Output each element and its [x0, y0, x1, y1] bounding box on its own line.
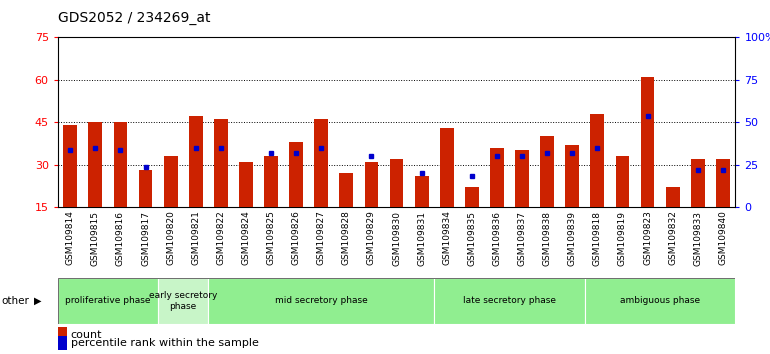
Text: GSM109839: GSM109839	[567, 211, 577, 266]
Text: GSM109825: GSM109825	[266, 211, 276, 266]
Text: ambiguous phase: ambiguous phase	[620, 296, 700, 306]
Text: GSM109815: GSM109815	[91, 211, 100, 266]
Bar	[565, 145, 579, 207]
Text: GSM109823: GSM109823	[643, 211, 652, 266]
Text: mid secretory phase: mid secretory phase	[275, 296, 367, 306]
Text: GSM109817: GSM109817	[141, 211, 150, 266]
Bar	[666, 187, 679, 207]
Bar	[264, 156, 278, 207]
Text: percentile rank within the sample: percentile rank within the sample	[71, 338, 259, 348]
Text: GSM109818: GSM109818	[593, 211, 602, 266]
Bar	[615, 156, 629, 207]
Text: GSM109816: GSM109816	[116, 211, 125, 266]
Bar	[641, 77, 654, 207]
Text: GSM109821: GSM109821	[191, 211, 200, 266]
Bar	[158, 278, 209, 324]
Bar	[214, 119, 228, 207]
Text: GSM109828: GSM109828	[342, 211, 351, 266]
Text: proliferative phase: proliferative phase	[65, 296, 151, 306]
Text: GSM109835: GSM109835	[467, 211, 477, 266]
Bar	[114, 122, 127, 207]
Bar	[584, 278, 735, 324]
Text: GSM109820: GSM109820	[166, 211, 176, 266]
Text: other: other	[2, 296, 29, 306]
Text: GSM109824: GSM109824	[242, 211, 250, 265]
Text: GSM109829: GSM109829	[367, 211, 376, 266]
Text: early secretory
phase: early secretory phase	[149, 291, 217, 310]
Bar	[434, 278, 584, 324]
Text: GSM109814: GSM109814	[65, 211, 75, 266]
Text: GSM109834: GSM109834	[442, 211, 451, 266]
Bar	[716, 159, 730, 207]
Text: GSM109833: GSM109833	[693, 211, 702, 266]
Bar	[164, 156, 178, 207]
Bar	[515, 150, 529, 207]
Bar	[691, 159, 705, 207]
Bar	[415, 176, 429, 207]
Text: GSM109838: GSM109838	[543, 211, 551, 266]
Bar	[591, 114, 604, 207]
Text: GSM109837: GSM109837	[517, 211, 527, 266]
Text: GSM109830: GSM109830	[392, 211, 401, 266]
Text: GSM109819: GSM109819	[618, 211, 627, 266]
Bar	[58, 278, 158, 324]
Bar	[364, 162, 378, 207]
Bar	[465, 187, 479, 207]
Bar	[189, 116, 203, 207]
Bar	[340, 173, 353, 207]
Text: ▶: ▶	[34, 296, 42, 306]
Text: GSM109826: GSM109826	[292, 211, 300, 266]
Bar	[290, 142, 303, 207]
Text: late secretory phase: late secretory phase	[463, 296, 556, 306]
Text: GSM109822: GSM109822	[216, 211, 226, 265]
Bar	[89, 122, 102, 207]
Bar	[209, 278, 434, 324]
Text: GSM109831: GSM109831	[417, 211, 426, 266]
Bar	[63, 125, 77, 207]
Text: GSM109836: GSM109836	[493, 211, 501, 266]
Bar	[490, 148, 504, 207]
Text: GDS2052 / 234269_at: GDS2052 / 234269_at	[58, 11, 210, 25]
Bar	[390, 159, 403, 207]
Bar	[541, 136, 554, 207]
Text: GSM109827: GSM109827	[316, 211, 326, 266]
Bar	[239, 162, 253, 207]
Bar	[440, 128, 454, 207]
Text: GSM109840: GSM109840	[718, 211, 728, 266]
Bar	[139, 170, 152, 207]
Text: count: count	[71, 330, 102, 339]
Text: GSM109832: GSM109832	[668, 211, 677, 266]
Bar	[314, 119, 328, 207]
